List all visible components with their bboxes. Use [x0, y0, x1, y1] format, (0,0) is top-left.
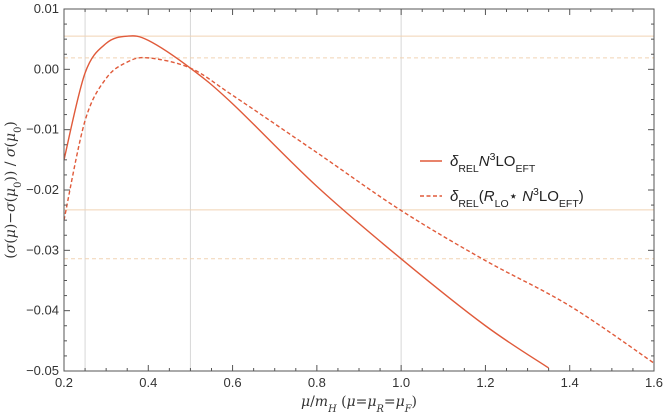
legend: δRELN3LOEFT δREL(RLO⋆ N3LOEFT)	[420, 151, 584, 210]
legend-label-2: δREL(RLO⋆ N3LOEFT)	[450, 186, 584, 210]
legend-label-1: δRELN3LOEFT	[450, 151, 536, 175]
y-tick-label: 0.01	[34, 1, 59, 16]
series-line-2	[64, 56, 654, 364]
y-tick-label: −0.04	[26, 303, 59, 318]
y-axis-title: (σ(μ)−σ(μ0)) / σ(μ0)	[3, 121, 24, 259]
series-layer	[64, 35, 654, 369]
x-tick-label: 0.6	[224, 375, 242, 390]
axes: 0.2 0.4 0.6 0.8 1.0 1.2 1.4 1.6 0.01 0.00 −0.01 −0.…	[3, 1, 663, 415]
x-tick-label: 0.4	[139, 375, 157, 390]
x-tick-label: 1.6	[645, 375, 663, 390]
x-axis-title: μ/mH (μ=μR=μF)	[301, 394, 417, 415]
y-tick-label: −0.05	[26, 363, 59, 378]
grid	[64, 9, 654, 371]
series-line-1	[64, 35, 550, 369]
x-tick-label: 1.0	[392, 375, 410, 390]
x-tick-label: 0.8	[308, 375, 326, 390]
x-tick-label: 0.2	[55, 375, 73, 390]
plot-frame	[63, 8, 655, 372]
y-tick-label: 0.00	[34, 61, 59, 76]
y-tick-label: −0.01	[26, 122, 59, 137]
y-tick-label: −0.02	[26, 182, 59, 197]
x-tick-label: 1.4	[561, 375, 579, 390]
x-tick-label: 1.2	[476, 375, 494, 390]
y-tick-label: −0.03	[26, 242, 59, 257]
